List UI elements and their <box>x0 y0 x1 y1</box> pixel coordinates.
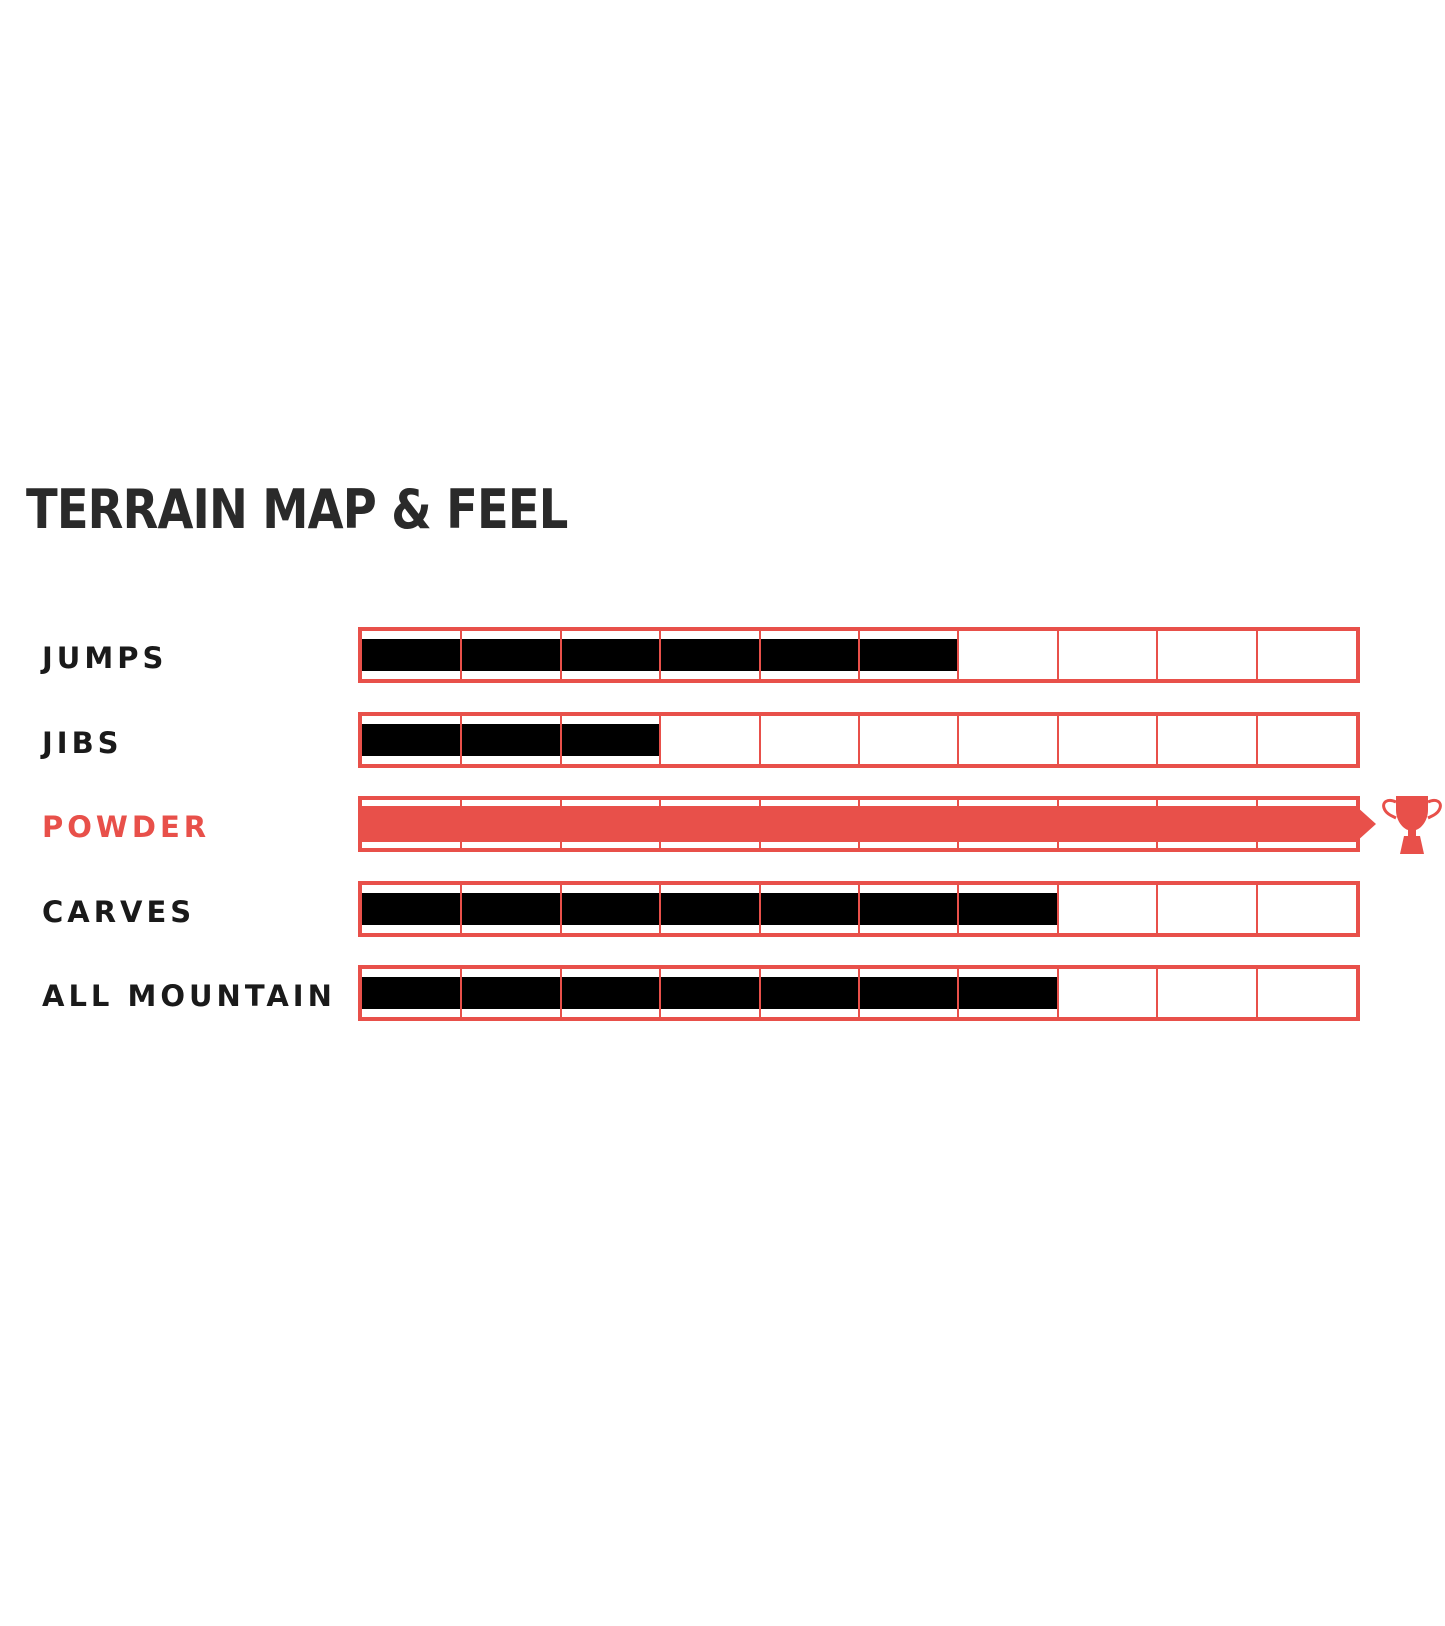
bar-segment-divider <box>1056 716 1059 764</box>
bar-segment-divider <box>758 716 761 764</box>
bar-segment-divider <box>1255 716 1258 764</box>
bar-segment-divider <box>1156 885 1159 933</box>
bar-frame <box>358 965 1360 1021</box>
bar-segment-divider <box>957 885 960 933</box>
bar-segment-divider <box>1255 885 1258 933</box>
bar-segment-divider <box>659 800 662 848</box>
bar-segment-divider <box>559 969 562 1017</box>
bar-fill <box>362 893 1058 925</box>
bar-segment-divider <box>559 800 562 848</box>
bar-segment-divider <box>1156 800 1159 848</box>
bar-fill <box>362 724 661 756</box>
bar-frame <box>358 627 1360 683</box>
bar-segment-divider <box>957 800 960 848</box>
category-label: ALL MOUNTAIN <box>42 979 336 1013</box>
bar-segment-divider <box>858 885 860 933</box>
category-label: JIBS <box>42 726 123 760</box>
bar-frame <box>358 796 1360 852</box>
category-label: JUMPS <box>42 641 168 675</box>
bar-segment-divider <box>659 631 662 679</box>
bar-segment-divider <box>1156 969 1159 1017</box>
bar-segment-divider <box>1255 969 1258 1017</box>
bar-segment-divider <box>758 800 761 848</box>
bar-segment-divider <box>1056 631 1059 679</box>
trophy-icon <box>1382 796 1442 854</box>
bar-segment-divider <box>858 969 860 1017</box>
bar-row: CARVES <box>0 881 1445 937</box>
bar-row: ALL MOUNTAIN <box>0 965 1445 1021</box>
bar-segment-divider <box>1056 800 1059 848</box>
bar-segment-divider <box>1156 631 1159 679</box>
bar-row: POWDER <box>0 796 1445 854</box>
bar-segment-divider <box>1255 800 1258 848</box>
bar-row: JUMPS <box>0 627 1445 683</box>
bar-segment-divider <box>858 716 860 764</box>
bar-segment-divider <box>1156 716 1159 764</box>
bar-segment-divider <box>957 969 960 1017</box>
bar-segment-divider <box>758 885 761 933</box>
bar-segment-divider <box>460 969 463 1017</box>
bar-segment-divider <box>758 631 761 679</box>
bar-segment-divider <box>659 969 662 1017</box>
bar-segment-divider <box>460 631 463 679</box>
bar-segment-divider <box>559 631 562 679</box>
bar-segment-divider <box>659 885 662 933</box>
bar-segment-divider <box>1056 885 1059 933</box>
category-label: CARVES <box>42 895 196 929</box>
bar-segment-divider <box>1255 631 1258 679</box>
bar-row: JIBS <box>0 712 1445 768</box>
bar-segment-divider <box>460 800 463 848</box>
bar-segment-divider <box>659 716 662 764</box>
bar-segment-divider <box>858 800 860 848</box>
chart-title: TERRAIN MAP & FEEL <box>26 478 568 541</box>
bar-segment-divider <box>957 716 960 764</box>
bar-segment-divider <box>460 716 463 764</box>
bar-segment-divider <box>559 716 562 764</box>
bar-frame <box>358 881 1360 937</box>
bar-arrow-tip <box>1356 806 1376 842</box>
bar-segment-divider <box>1056 969 1059 1017</box>
bar-segment-divider <box>758 969 761 1017</box>
bar-segment-divider <box>957 631 960 679</box>
bar-frame <box>358 712 1360 768</box>
bar-segment-divider <box>460 885 463 933</box>
bar-fill <box>362 977 1058 1009</box>
category-label: POWDER <box>42 810 211 844</box>
bar-segment-divider <box>559 885 562 933</box>
bar-segment-divider <box>858 631 860 679</box>
